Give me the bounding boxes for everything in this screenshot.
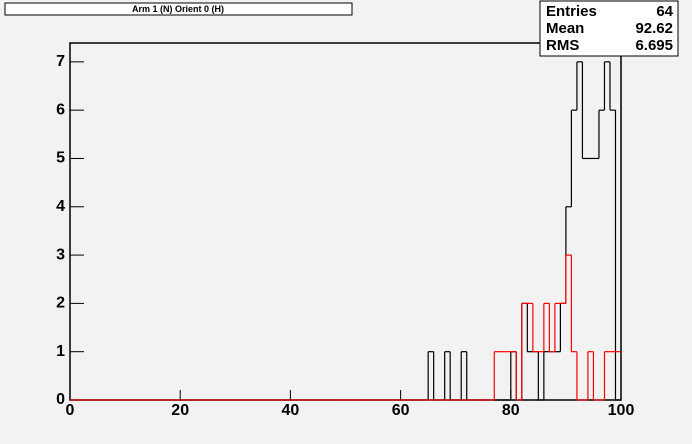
y-tick-label: 6 [56, 101, 65, 118]
y-tick-label: 3 [56, 246, 65, 263]
y-tick-label: 1 [56, 343, 65, 360]
x-tick-label: 0 [66, 402, 75, 419]
stat-label: Entries [546, 3, 597, 20]
frame [69, 42, 622, 401]
x-tick-label: 80 [502, 402, 520, 419]
stat-label: RMS [546, 37, 579, 54]
x-tick-label: 20 [171, 402, 189, 419]
stat-label: Mean [546, 20, 584, 37]
x-tick-label: 100 [608, 402, 635, 419]
stat-value: 64 [656, 3, 673, 20]
y-tick-label: 5 [56, 150, 65, 167]
y-tick-label: 7 [56, 53, 65, 70]
stat-value: 92.62 [635, 20, 673, 37]
y-tick-label: 0 [56, 391, 65, 408]
x-tick-label: 60 [392, 402, 410, 419]
chart-title: Arm 1 (N) Orient 0 (H) [132, 4, 224, 14]
y-tick-label: 4 [56, 198, 65, 215]
stat-value: 6.695 [635, 37, 673, 54]
stats-box [539, 0, 679, 57]
y-tick-label: 2 [56, 295, 65, 312]
x-tick-label: 40 [282, 402, 300, 419]
title-box [4, 2, 353, 16]
